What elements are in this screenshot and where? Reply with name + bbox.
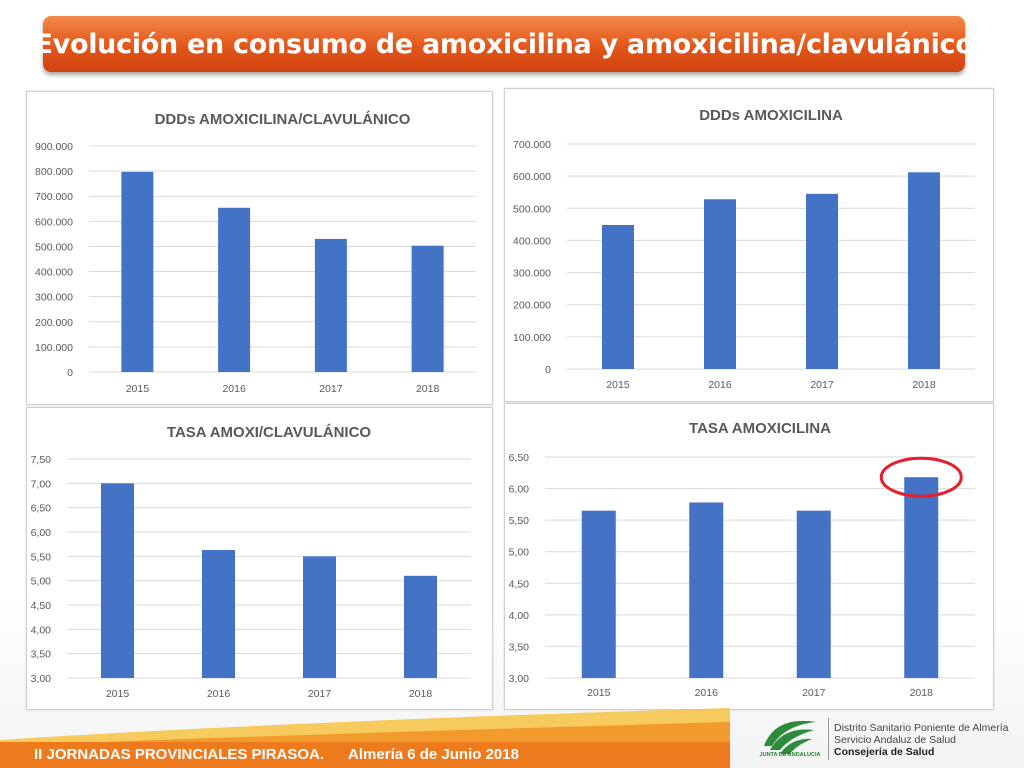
y-tick-label: 300.000	[513, 268, 551, 280]
x-tick-label: 2018	[416, 383, 440, 395]
bar-2016	[202, 550, 235, 678]
slide-title-banner: Evolución en consumo de amoxicilina y am…	[35, 16, 974, 72]
footer-text: II JORNADAS PROVINCIALES PIRASOA. Almería…	[34, 744, 714, 766]
x-tick-label: 2017	[802, 687, 826, 699]
x-tick-label: 2015	[606, 379, 630, 391]
x-tick-label: 2016	[708, 379, 732, 391]
logo-caption: JUNTA DE ANDALUCIA	[759, 752, 821, 758]
chart-panel-ddd-amoxi: DDDs AMOXICILINA 0 100.000 200.000 300.000 40…	[504, 88, 994, 402]
x-tick-label: 2017	[810, 379, 834, 391]
y-tick-label: 400.000	[35, 267, 73, 279]
bar-2018	[904, 477, 939, 678]
y-tick-label: 600.000	[513, 171, 551, 183]
y-tick-label: 4,00	[31, 624, 52, 636]
chart-tasa-amoxi-clav: TASA AMOXI/CLAVULÁNICO 3,00 3,50 4,00 4,50 5,…	[31, 424, 471, 700]
bar-2017	[303, 556, 336, 678]
y-tick-label: 7,50	[31, 454, 52, 466]
y-tick-label: 700.000	[513, 139, 551, 151]
bar-2018	[908, 172, 940, 369]
logo-line-ministry: Consejería de Salud	[834, 746, 935, 758]
bar-2016	[704, 199, 736, 369]
bar-2015	[101, 483, 134, 678]
bar-2018	[404, 575, 437, 678]
y-tick-label: 800.000	[35, 166, 73, 178]
x-tick-label: 2017	[308, 688, 332, 700]
bar-2015	[581, 510, 616, 678]
chart-title: TASA AMOXICILINA	[689, 420, 831, 437]
slide-title: Evolución en consumo de amoxicilina y am…	[34, 28, 974, 60]
logo-line-district: Distrito Sanitario Poniente de Almería	[834, 722, 1009, 734]
bar-2017	[806, 193, 838, 369]
y-tick-label: 6,50	[509, 452, 530, 464]
footer-band	[0, 708, 730, 768]
y-tick-label: 5,50	[509, 515, 530, 527]
chart-ddd-amoxi-clav: DDDs AMOXICILINA/CLAVULÁNICO 0 100.000 200.…	[35, 111, 476, 395]
chart-title: TASA AMOXI/CLAVULÁNICO	[167, 424, 371, 441]
y-tick-label: 6,50	[31, 503, 52, 515]
junta-andalucia-emblem-icon	[764, 720, 816, 754]
y-tick-label: 900.000	[35, 141, 73, 153]
bar-2015	[602, 225, 634, 369]
y-tick-label: 3,50	[509, 641, 530, 653]
y-tick-label: 500.000	[35, 241, 73, 253]
institution-logo: JUNTA DE ANDALUCIA Distrito Sanitario Po…	[748, 712, 1018, 766]
footer-event: II JORNADAS PROVINCIALES PIRASOA.	[34, 746, 325, 763]
x-tick-label: 2016	[695, 687, 719, 699]
y-tick-label: 200.000	[513, 300, 551, 312]
chart-title: DDDs AMOXICILINA	[699, 107, 843, 124]
x-tick-label: 2015	[587, 687, 611, 699]
y-tick-label: 3,00	[31, 673, 52, 685]
x-tick-label: 2018	[912, 379, 936, 391]
x-tick-label: 2015	[106, 688, 130, 700]
logo-divider	[828, 718, 829, 760]
y-tick-label: 100.000	[35, 342, 73, 354]
bar-2017	[314, 238, 347, 372]
y-tick-label: 200.000	[35, 317, 73, 329]
chart-panel-tasa-amoxi-clav: TASA AMOXI/CLAVULÁNICO 3,00 3,50 4,00 4,50 5,…	[26, 407, 493, 710]
y-tick-label: 6,00	[509, 484, 530, 496]
y-tick-label: 4,00	[509, 610, 530, 622]
y-tick-label: 100.000	[513, 332, 551, 344]
logo-text: Distrito Sanitario Poniente de Almería S…	[834, 722, 1009, 758]
logo-line-service: Servicio Andaluz de Salud	[834, 734, 956, 746]
y-tick-label: 4,50	[509, 578, 530, 590]
y-tick-label: 5,50	[31, 551, 52, 563]
highlight-circle	[879, 456, 963, 498]
y-tick-label: 5,00	[31, 576, 52, 588]
bar-2015	[121, 171, 154, 372]
x-tick-label: 2018	[409, 688, 433, 700]
y-tick-label: 6,00	[31, 527, 52, 539]
y-tick-label: 5,00	[509, 547, 530, 559]
bar-2016	[689, 502, 724, 678]
y-tick-label: 0	[67, 367, 73, 379]
footer-place-date: Almería 6 de Junio 2018	[348, 746, 519, 763]
bar-2016	[218, 207, 251, 372]
x-tick-label: 2016	[222, 383, 246, 395]
x-tick-label: 2016	[207, 688, 231, 700]
chart-title: DDDs AMOXICILINA/CLAVULÁNICO	[155, 111, 411, 128]
y-tick-label: 700.000	[35, 191, 73, 203]
y-tick-label: 300.000	[35, 292, 73, 304]
chart-panel-ddd-amoxi-clav: DDDs AMOXICILINA/CLAVULÁNICO 0 100.000 200.…	[26, 91, 493, 405]
y-tick-label: 500.000	[513, 203, 551, 215]
y-tick-label: 0	[545, 364, 551, 376]
y-tick-label: 600.000	[35, 216, 73, 228]
x-tick-label: 2018	[910, 687, 934, 699]
y-tick-label: 3,50	[31, 649, 52, 661]
bar-2018	[411, 245, 444, 372]
chart-ddd-amoxi: DDDs AMOXICILINA 0 100.000 200.000 300.000 40…	[513, 107, 975, 391]
y-tick-label: 7,00	[31, 478, 52, 490]
y-tick-label: 400.000	[513, 235, 551, 247]
x-tick-label: 2017	[319, 383, 343, 395]
chart-panel-tasa-amoxi: TASA AMOXICILINA 3,00 3,50 4,00 4,50 5,00 5,50…	[504, 403, 994, 710]
chart-tasa-amoxi: TASA AMOXICILINA 3,00 3,50 4,00 4,50 5,00 5,50…	[509, 420, 975, 699]
x-tick-label: 2015	[126, 383, 150, 395]
y-tick-label: 4,50	[31, 600, 52, 612]
bar-2017	[796, 510, 831, 678]
y-tick-label: 3,00	[509, 673, 530, 685]
